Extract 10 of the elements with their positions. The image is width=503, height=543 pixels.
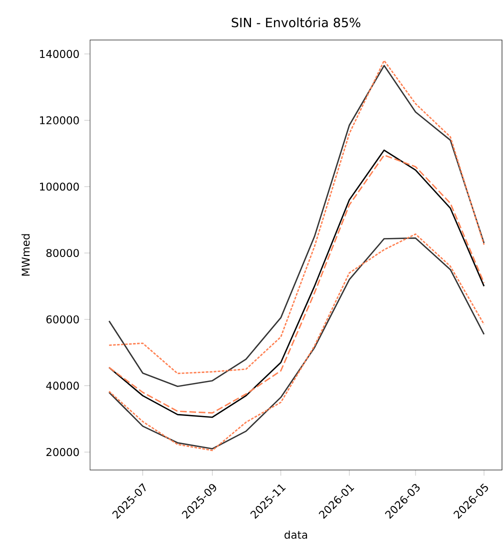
y-tick-label: 20000 — [46, 448, 79, 456]
chart-title: SIN - Envoltória 85% — [232, 16, 360, 28]
y-tick-label: 140000 — [40, 50, 79, 58]
y-tick-label: 40000 — [46, 382, 79, 390]
y-tick-label: 120000 — [40, 116, 79, 124]
y-axis-title: MWmed — [21, 234, 30, 276]
y-tick-label: 60000 — [46, 315, 79, 324]
y-tick-label: 80000 — [46, 248, 79, 258]
x-axis-title: data — [284, 530, 308, 539]
y-tick-label: 100000 — [40, 182, 79, 191]
